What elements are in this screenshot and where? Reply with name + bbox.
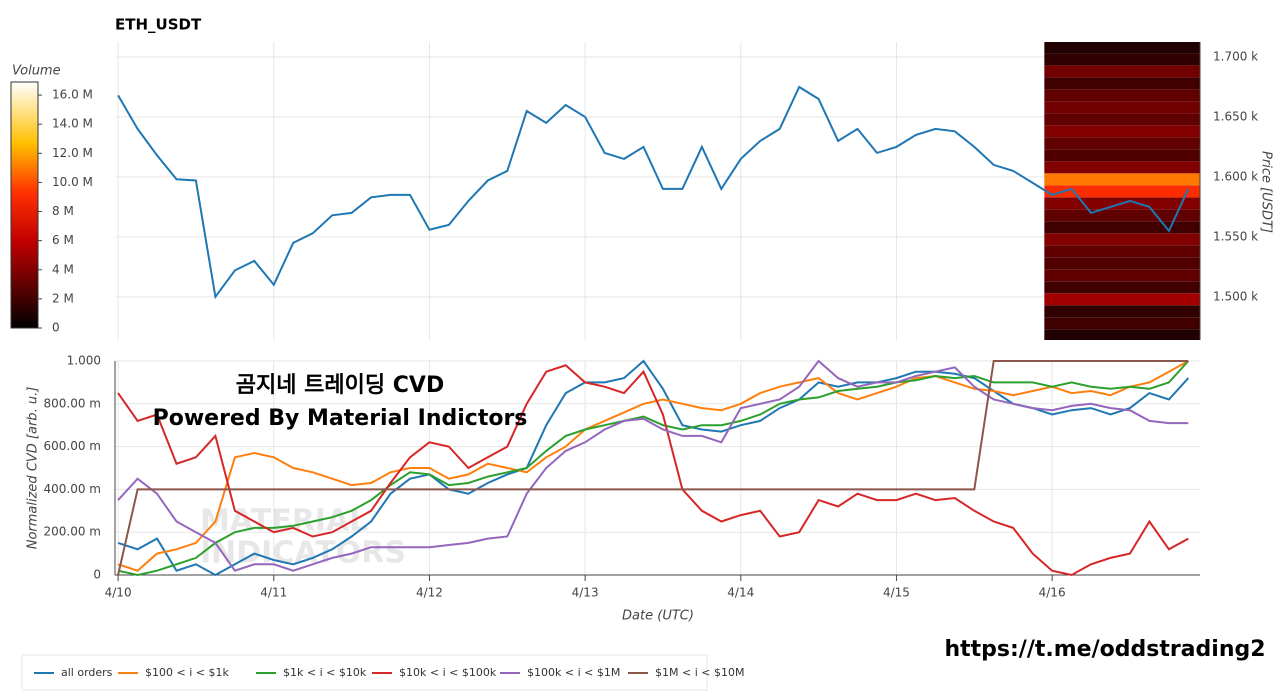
x-tick-label: 4/13	[572, 586, 599, 600]
annotation: Powered By Material Indictors	[153, 406, 528, 431]
heatmap-cell	[1044, 257, 1200, 270]
heatmap-cell	[1044, 281, 1200, 294]
heatmap-cell	[1044, 233, 1200, 246]
y-tick-label: 1.700 k	[1213, 49, 1258, 63]
x-tick-label: 4/14	[727, 586, 754, 600]
x-tick-label: 4/11	[260, 586, 287, 600]
heatmap-cell	[1044, 317, 1200, 330]
heatmap-cell	[1044, 53, 1200, 66]
series-line	[117, 360, 1190, 577]
x-tick-label: 4/16	[1039, 586, 1066, 600]
colorbar-tick-label: 8 M	[52, 204, 74, 218]
footer-link: https://t.me/oddstrading2	[944, 637, 1265, 662]
legend-label: $1k < i < $10k	[283, 666, 367, 679]
y-tick-label: 1.600 k	[1213, 169, 1258, 183]
series-line	[117, 85, 1190, 300]
heatmap-cell	[1044, 329, 1200, 340]
y-tick-label: 600.00 m	[44, 439, 102, 453]
colorbar-tick-label: 10.0 M	[52, 175, 93, 189]
y-tick-label: 1.000	[67, 354, 101, 368]
colorbar-tick-label: 2 M	[52, 291, 74, 305]
chart-title: ETH_USDT	[115, 16, 202, 34]
colorbar-tick-label: 0	[52, 321, 60, 335]
series-line	[117, 360, 1189, 572]
y-tick-label: 400.00 m	[44, 482, 102, 496]
colorbar-tick-label: 4 M	[52, 262, 74, 276]
heatmap-cell	[1044, 42, 1200, 54]
colorbar-title: Volume	[12, 64, 61, 79]
y-tick-label: 0	[93, 568, 101, 582]
annotation: 곰지네 트레이딩 CVD	[236, 373, 444, 398]
legend-label: $100 < i < $1k	[145, 666, 229, 679]
heatmap-cell	[1044, 173, 1200, 186]
heatmap-cell	[1044, 161, 1200, 174]
heatmap-cell	[1044, 209, 1200, 222]
heatmap-cell	[1044, 65, 1200, 78]
y-tick-label: 1.650 k	[1213, 109, 1258, 123]
heatmap-cell	[1044, 77, 1200, 90]
watermark: MATERIAL	[200, 504, 368, 539]
y-tick-label: 1.550 k	[1213, 229, 1258, 243]
series-line	[117, 364, 1189, 577]
series-line	[117, 359, 1190, 577]
legend-label: all orders	[61, 666, 113, 679]
heatmap-cell	[1044, 89, 1200, 102]
x-tick-label: 4/10	[105, 586, 132, 600]
heatmap-cell	[1044, 269, 1200, 282]
heatmap-cell	[1044, 101, 1200, 114]
x-tick-label: 4/15	[883, 586, 910, 600]
heatmap-cell	[1044, 137, 1200, 150]
colorbar-tick-label: 16.0 M	[52, 88, 93, 102]
heatmap-cell	[1044, 245, 1200, 258]
legend-label: $10k < i < $100k	[399, 666, 497, 679]
legend-label: $1M < i < $10M	[655, 666, 744, 679]
x-tick-label: 4/12	[416, 586, 443, 600]
y-tick-label: 1.500 k	[1213, 289, 1258, 303]
colorbar-tick-label: 6 M	[52, 233, 74, 247]
heatmap-cell	[1044, 293, 1200, 306]
heatmap-cell	[1044, 113, 1200, 126]
colorbar	[10, 81, 39, 329]
heatmap-cell	[1044, 221, 1200, 234]
legend-label: $100k < i < $1M	[527, 666, 620, 679]
y-axis-label: Price [USDT]	[1259, 151, 1274, 233]
series-line	[117, 359, 1189, 572]
heatmap-cell	[1044, 185, 1200, 198]
y-tick-label: 200.00 m	[44, 525, 102, 539]
heatmap-cell	[1044, 149, 1200, 162]
series-line	[117, 360, 1189, 576]
heatmap-cell	[1044, 305, 1200, 318]
colorbar-tick-label: 14.0 M	[52, 117, 93, 131]
y-tick-label: 800.00 m	[44, 396, 102, 410]
heatmap-cell	[1044, 125, 1200, 138]
y-axis-label: Normalized CVD [arb. u.]	[26, 387, 41, 550]
colorbar-tick-label: 12.0 M	[52, 146, 93, 160]
x-axis-label: Date (UTC)	[622, 609, 694, 624]
